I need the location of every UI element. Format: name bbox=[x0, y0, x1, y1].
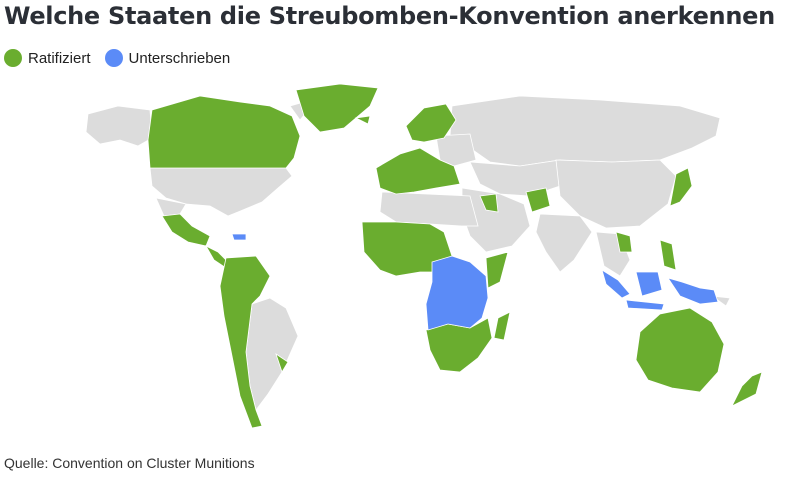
legend-label-signed: Unterschrieben bbox=[128, 49, 231, 67]
region-japan bbox=[669, 167, 693, 207]
region-madagascar bbox=[493, 311, 511, 341]
chart-title: Welche Staaten die Streubomben-Konventio… bbox=[4, 2, 775, 30]
source-note: Quelle: Convention on Cluster Munitions bbox=[4, 455, 255, 471]
region-north-africa bbox=[379, 191, 479, 227]
region-india bbox=[535, 213, 593, 273]
legend-item-signed: Unterschrieben bbox=[104, 49, 231, 67]
region-laos bbox=[615, 231, 633, 253]
region-central-africa bbox=[425, 255, 489, 331]
region-china bbox=[555, 159, 677, 229]
region-indonesia-east bbox=[667, 277, 719, 305]
legend-label-ratified: Ratifiziert bbox=[28, 49, 91, 67]
region-indonesia-sumatra bbox=[601, 269, 631, 299]
legend-swatch-ratified bbox=[4, 49, 22, 67]
region-horn-africa bbox=[485, 251, 509, 289]
region-scandinavia bbox=[405, 103, 457, 143]
region-western-europe bbox=[375, 147, 461, 195]
region-alaska bbox=[85, 105, 153, 147]
region-greenland bbox=[295, 83, 379, 133]
region-mexico bbox=[161, 213, 211, 247]
region-philippines bbox=[659, 239, 677, 271]
legend-swatch-signed bbox=[104, 49, 123, 67]
region-south-america-west bbox=[219, 255, 271, 429]
world-map bbox=[85, 83, 763, 429]
region-south-america-gray bbox=[245, 297, 299, 411]
region-canada bbox=[147, 95, 301, 169]
region-afghanistan bbox=[525, 187, 551, 213]
region-indonesia-java bbox=[625, 299, 665, 311]
region-usa bbox=[149, 167, 293, 217]
region-south-america-uruguay bbox=[275, 353, 289, 373]
region-new-zealand bbox=[731, 371, 763, 407]
legend-item-ratified: Ratifiziert bbox=[4, 49, 91, 67]
region-eastern-europe bbox=[435, 133, 477, 167]
region-haiti bbox=[231, 233, 247, 241]
legend: Ratifiziert Unterschrieben bbox=[4, 49, 230, 67]
region-iraq bbox=[479, 193, 499, 213]
region-indonesia-borneo bbox=[635, 271, 663, 297]
region-iceland bbox=[354, 115, 371, 125]
region-australia bbox=[635, 307, 725, 393]
region-russia bbox=[449, 95, 721, 167]
